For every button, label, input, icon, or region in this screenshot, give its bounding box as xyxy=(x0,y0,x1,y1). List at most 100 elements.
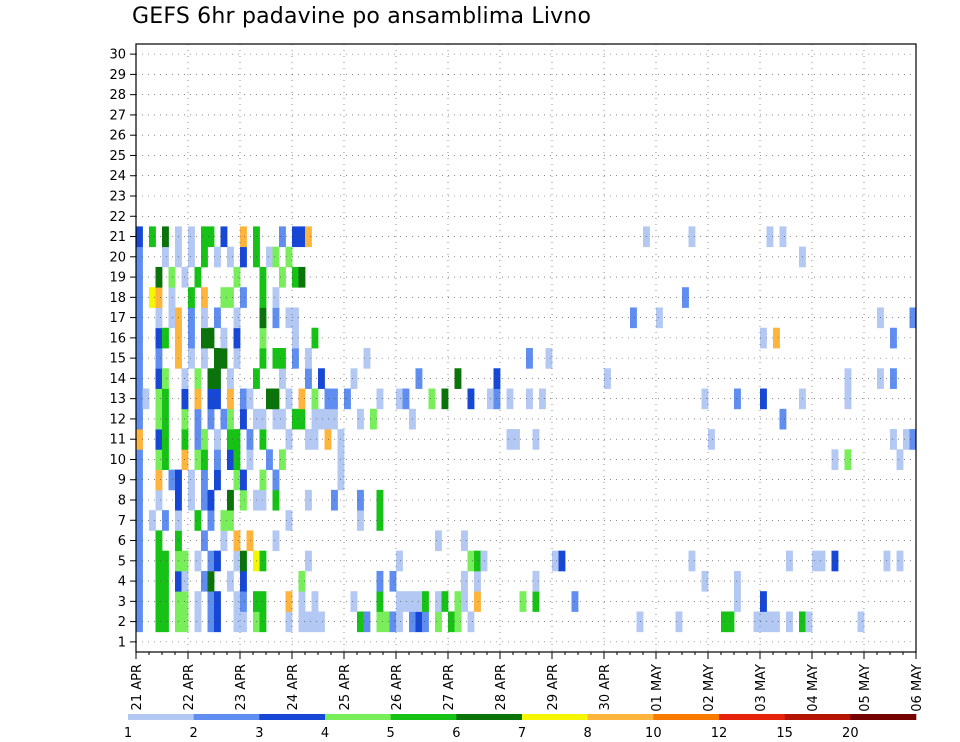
y-tick-label: 3 xyxy=(118,595,126,610)
heatmap-cell xyxy=(220,530,228,552)
x-tick-label: 29 APR xyxy=(546,664,561,710)
heatmap-cell xyxy=(136,408,143,430)
heatmap-cell xyxy=(162,408,169,430)
y-tick-label: 19 xyxy=(109,271,126,286)
y-tick-label: 14 xyxy=(109,372,126,387)
x-tick-label: 02 MAY xyxy=(702,664,717,712)
heatmap-cell xyxy=(285,591,293,612)
heatmap-cell xyxy=(214,449,221,470)
heatmap-cell xyxy=(532,570,540,592)
heatmap-cell xyxy=(318,611,325,633)
heatmap-cell xyxy=(233,530,241,552)
heatmap-cell xyxy=(201,469,208,491)
heatmap-cell xyxy=(318,368,325,389)
heatmap-cell xyxy=(279,408,286,430)
heatmap-cell xyxy=(240,226,247,248)
y-tick-label: 16 xyxy=(109,331,126,346)
y-tick-label: 2 xyxy=(118,615,126,630)
heatmap-cell xyxy=(506,388,514,410)
heatmap-cell xyxy=(311,327,319,349)
heatmap-cell xyxy=(220,226,228,248)
heatmap-cell xyxy=(214,429,221,450)
heatmap-cell xyxy=(155,611,163,633)
heatmap-cell xyxy=(240,287,247,308)
heatmap-cell xyxy=(162,591,169,612)
heatmap-cell xyxy=(136,530,143,552)
y-tick-label: 12 xyxy=(109,412,126,427)
heatmap-cell xyxy=(162,388,169,410)
heatmap-cell xyxy=(136,246,143,268)
heatmap-cell xyxy=(240,591,247,612)
heatmap-cell xyxy=(168,469,176,491)
heatmap-cell xyxy=(194,388,202,410)
heatmap-cell xyxy=(844,368,852,389)
x-tick-label: 25 APR xyxy=(338,664,353,710)
heatmap-cell xyxy=(188,246,195,268)
heatmap-cell xyxy=(357,489,364,511)
heatmap-cell xyxy=(428,388,436,410)
heatmap-cell xyxy=(136,226,143,248)
heatmap-cell xyxy=(207,327,215,349)
heatmap-cell xyxy=(201,530,208,552)
x-tick-label: 06 MAY xyxy=(910,664,925,712)
heatmap-cell xyxy=(246,449,254,470)
heatmap-cell xyxy=(220,408,228,430)
x-tick-label: 30 APR xyxy=(598,664,613,710)
x-tick-label: 28 APR xyxy=(494,664,509,710)
heatmap-cell xyxy=(285,611,293,633)
heatmap-cell xyxy=(162,449,169,470)
heatmap-cell xyxy=(233,429,241,450)
heatmap-cell xyxy=(162,246,169,268)
heatmap-cell xyxy=(233,550,241,572)
heatmap-cell xyxy=(350,591,358,612)
heatmap-cell xyxy=(552,550,559,572)
heatmap-cell xyxy=(272,408,280,430)
heatmap-cell xyxy=(298,388,306,410)
colorbar-label: 15 xyxy=(776,726,793,741)
heatmap-cell xyxy=(890,429,897,450)
heatmap-cell xyxy=(214,368,221,389)
heatmap-cell xyxy=(402,388,410,410)
heatmap-cell xyxy=(305,226,312,248)
colorbar-label: 8 xyxy=(584,726,592,741)
x-tick-label: 04 MAY xyxy=(806,664,821,712)
heatmap-cell xyxy=(903,429,910,450)
heatmap-cell xyxy=(389,611,397,633)
heatmap-cell xyxy=(188,307,195,329)
heatmap-cell xyxy=(467,388,475,410)
colorbar: 1 2 3 4 5 6 7 8 10 12 15 20 xyxy=(124,714,917,741)
heatmap-cell xyxy=(188,226,195,248)
heatmap-cell xyxy=(155,388,163,410)
heatmap-cell xyxy=(857,611,865,633)
heatmap-cell xyxy=(207,611,215,633)
heatmap-cell xyxy=(311,388,319,410)
heatmap-cell xyxy=(266,449,273,470)
heatmap-cell xyxy=(162,570,169,592)
heatmap-cell xyxy=(363,611,371,633)
heatmap-cell xyxy=(201,570,208,592)
heatmap-cell xyxy=(688,226,696,248)
heatmap-cell xyxy=(285,429,293,450)
colorbar-swatch xyxy=(653,714,720,720)
heatmap-cell xyxy=(201,246,208,268)
heatmap-cell xyxy=(448,611,455,633)
heatmap-cell xyxy=(350,368,358,389)
heatmap-cell xyxy=(233,307,241,329)
heatmap-cell xyxy=(155,550,163,572)
heatmap-cell xyxy=(233,266,241,288)
heatmap-cell xyxy=(201,287,208,308)
heatmap-cell xyxy=(779,226,787,248)
heatmap-cell xyxy=(305,489,312,511)
heatmap-cell xyxy=(812,550,819,572)
heatmap-cell xyxy=(513,429,520,450)
y-tick-label: 13 xyxy=(109,392,126,407)
heatmap-cell xyxy=(402,591,410,612)
colorbar-label: 12 xyxy=(711,726,728,741)
heatmap-cell xyxy=(272,530,280,552)
heatmap-cell xyxy=(272,469,280,491)
heatmap-cell xyxy=(201,327,208,349)
heatmap-cell xyxy=(357,611,364,633)
heatmap-cell xyxy=(435,611,442,633)
heatmap-cell xyxy=(311,591,319,612)
